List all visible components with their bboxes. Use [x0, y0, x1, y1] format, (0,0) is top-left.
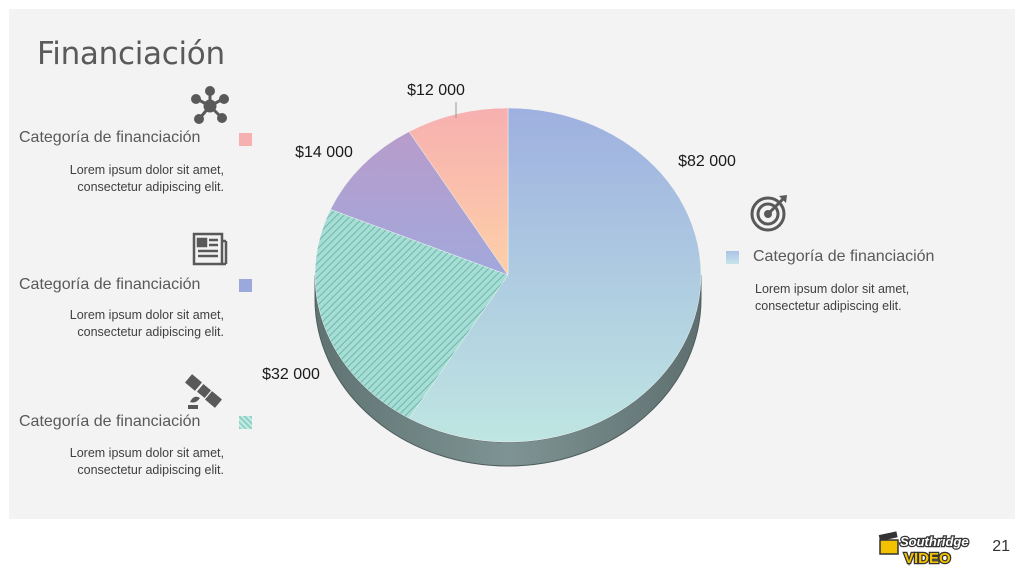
pie-slices: [314, 107, 702, 443]
slide-title: Financiación: [37, 36, 225, 72]
newspaper-icon: [192, 232, 228, 266]
left-category-label-2: Categoría de financiación: [19, 276, 201, 293]
left-swatch-1: [239, 133, 252, 146]
logo-text-bottom: VIDEO: [904, 550, 951, 567]
slice-label-1: $82 000: [678, 153, 736, 170]
left-description-1-line-2: consectetur adipiscing elit.: [77, 180, 224, 194]
network-icon: [191, 86, 229, 124]
pie-slice-2: [314, 209, 509, 419]
southridge-video-logo: Southridge VIDEO: [878, 531, 970, 568]
left-swatch-2: [239, 279, 252, 292]
right-description-line-1: Lorem ipsum dolor sit amet,: [755, 282, 910, 296]
right-category-label: Categoría de financiación: [753, 248, 935, 265]
slice-label-4: $12 000: [407, 82, 465, 99]
page-number: 21: [992, 538, 1010, 555]
left-swatch-3: [239, 416, 252, 429]
satellite-icon: [184, 374, 223, 409]
left-description-1: Lorem ipsum dolor sit amet, consectetur …: [70, 162, 224, 196]
pie-slice-4: [408, 107, 509, 276]
slice-label-2: $32 000: [262, 366, 320, 383]
left-description-3: Lorem ipsum dolor sit amet, consectetur …: [70, 445, 224, 479]
left-description-3-line-1: Lorem ipsum dolor sit amet,: [69, 446, 224, 460]
right-description-line-2: consectetur adipiscing elit.: [755, 299, 902, 313]
left-description-1-line-1: Lorem ipsum dolor sit amet,: [69, 163, 224, 177]
left-category-label-3: Categoría de financiación: [19, 413, 201, 430]
pie-slice-1: [408, 107, 702, 443]
logo-text-top: Southridge: [900, 534, 969, 549]
left-category-label-1: Categoría de financiación: [19, 129, 201, 146]
left-description-2-line-2: consectetur adipiscing elit.: [77, 325, 224, 339]
right-description: Lorem ipsum dolor sit amet, consectetur …: [755, 281, 909, 315]
right-swatch: [726, 251, 739, 264]
slice-label-3: $14 000: [295, 144, 353, 161]
left-description-3-line-2: consectetur adipiscing elit.: [77, 463, 224, 477]
left-description-2: Lorem ipsum dolor sit amet, consectetur …: [70, 307, 224, 341]
target-icon: [750, 195, 787, 232]
pie-slice-3: [330, 131, 509, 276]
left-description-2-line-1: Lorem ipsum dolor sit amet,: [69, 308, 224, 322]
